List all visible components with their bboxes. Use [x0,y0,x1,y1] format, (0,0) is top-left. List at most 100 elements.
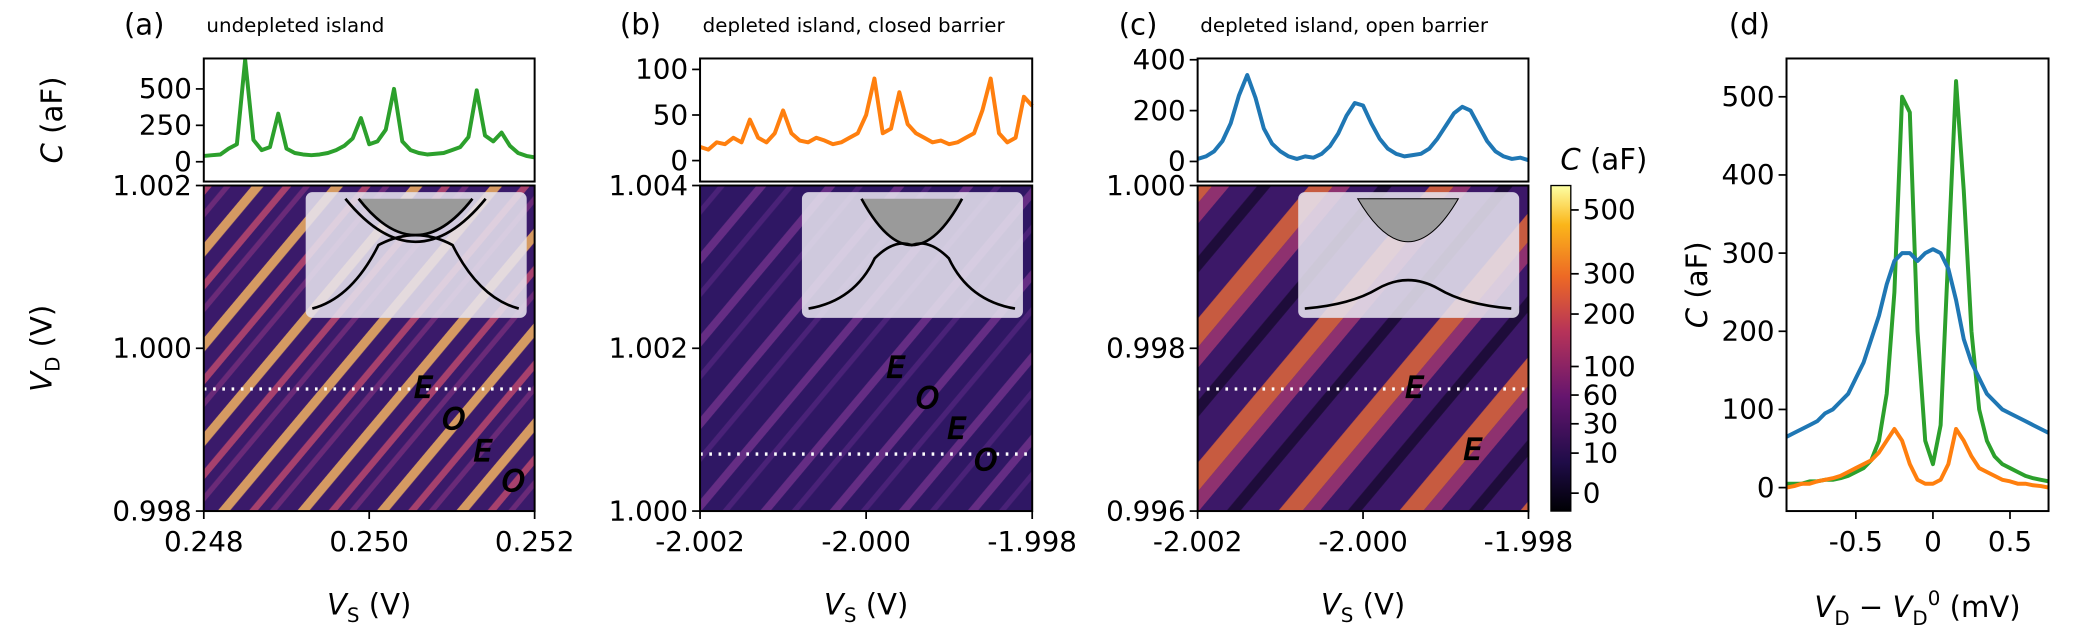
label-part: (aF) [1581,143,1648,177]
data-line [1786,79,2049,486]
y-tick-label: 0.998 [1106,332,1186,365]
parity-label: E [1405,370,1424,404]
y-tick-label: 200 [1722,315,1775,348]
y-tick-label: 300 [1722,236,1775,269]
y-axis-label: VD (V) [25,305,65,392]
y-tick-label: 1.002 [112,169,192,202]
label-part: S [844,604,857,627]
parity-label: E [414,370,433,404]
x-tick-label: 0.248 [164,525,244,558]
label-part: V [824,587,846,621]
y-axis-label: C (aF) [35,77,69,164]
y-tick-label: 1.004 [609,169,689,202]
data-line [699,76,1034,152]
label-part: (aF) [1680,241,1714,308]
x-axis-label: VS (V) [824,587,908,627]
colorbar-tick-label: 0 [1583,476,1601,509]
label-part: D [1912,607,1927,630]
label-part: (V) [856,587,908,621]
y-tick-label: 500 [139,72,192,105]
parity-label: O [916,381,939,415]
parity-label: O [442,402,465,436]
label-part: (V) [1353,587,1405,621]
label-part: C [1560,143,1581,177]
label-part: V [327,587,349,621]
colorbar-tick-label: 60 [1583,378,1618,411]
y-tick-label: 200 [1133,94,1186,127]
x-axis-label: VS (V) [1321,587,1405,627]
colorbar-label: C (aF) [1560,143,1647,177]
panel-title: depleted island, closed barrier [703,14,1006,37]
x-tick-label: 0 [1924,525,1942,558]
panel-label: (a) [124,8,165,42]
colorbar-tick-label: 500 [1583,193,1636,226]
label-part: − [1850,590,1893,624]
label-part: C [1680,307,1714,328]
inset-diagram [801,192,1023,318]
parity-label: E [948,411,967,445]
y-tick-label: 0 [1757,471,1775,504]
label-part: D [1834,607,1849,630]
y-axis-label: C (aF) [1680,241,1714,328]
colorbar-tick-label: 100 [1583,350,1636,383]
colorbar-tick-label: 10 [1583,436,1618,469]
y-tick-label: 1.000 [1106,169,1186,202]
data-line [1785,247,2050,439]
y-tick-label: 0 [670,144,688,177]
inset-box [1298,192,1520,318]
label-part: (mV) [1940,590,2020,624]
y-tick-label: 0.998 [112,494,192,527]
x-axis-label: VD − VD0 (mV) [1814,587,2020,630]
label-part: 0 [1928,587,1941,610]
y-tick-label: 100 [1722,393,1775,426]
panel-title: undepleted island [206,14,384,37]
y-tick-label: 400 [1133,43,1186,76]
x-tick-label: -1.998 [1484,525,1574,558]
parity-label: E [887,350,906,384]
inset-diagram [1298,192,1520,318]
band [344,197,487,244]
x-tick-label: 0.250 [329,525,409,558]
axes-frame [699,57,1034,183]
colorbar-tick-label: 200 [1583,297,1636,330]
x-tick-label: 0.5 [1988,525,2032,558]
label-part: C [35,142,69,163]
panel-title: depleted island, open barrier [1200,14,1489,37]
band [1304,278,1512,310]
panel-label: (c) [1119,8,1158,42]
label-part: D [42,357,65,372]
y-tick-label: 1.002 [609,332,689,365]
colorbar-tick-label: 30 [1583,407,1618,440]
y-tick-label: 1.000 [112,332,192,365]
axes-frame [202,57,536,183]
colorbar-tick-label: 300 [1583,257,1636,290]
panel-label: (d) [1729,8,1770,42]
data-line [203,57,535,160]
parity-label: O [502,464,525,498]
parity-label: E [1464,432,1483,466]
x-tick-label: 0.252 [495,525,575,558]
y-tick-label: 0.996 [1106,494,1186,527]
label-part: (aF) [35,77,69,144]
y-tick-label: 0 [174,145,192,178]
y-tick-label: 250 [139,109,192,142]
axes-frame [1196,57,1530,183]
y-tick-label: 500 [1722,80,1775,113]
inset-diagram [305,192,527,318]
band [808,242,1016,310]
data-line [1786,427,2049,490]
colorbar [1550,184,1572,512]
x-tick-label: -2.002 [655,525,745,558]
band-fill [1356,198,1460,243]
x-tick-label: -0.5 [1829,525,1883,558]
x-tick-label: -2.000 [1318,525,1408,558]
inset-box [305,192,527,318]
panel-label: (b) [620,8,661,42]
y-tick-label: 0 [1168,145,1186,178]
label-part: (V) [25,305,59,357]
label-part: V [1893,590,1915,624]
axes-frame [1785,57,2050,513]
y-tick-label: 50 [653,98,688,131]
band [311,233,520,310]
